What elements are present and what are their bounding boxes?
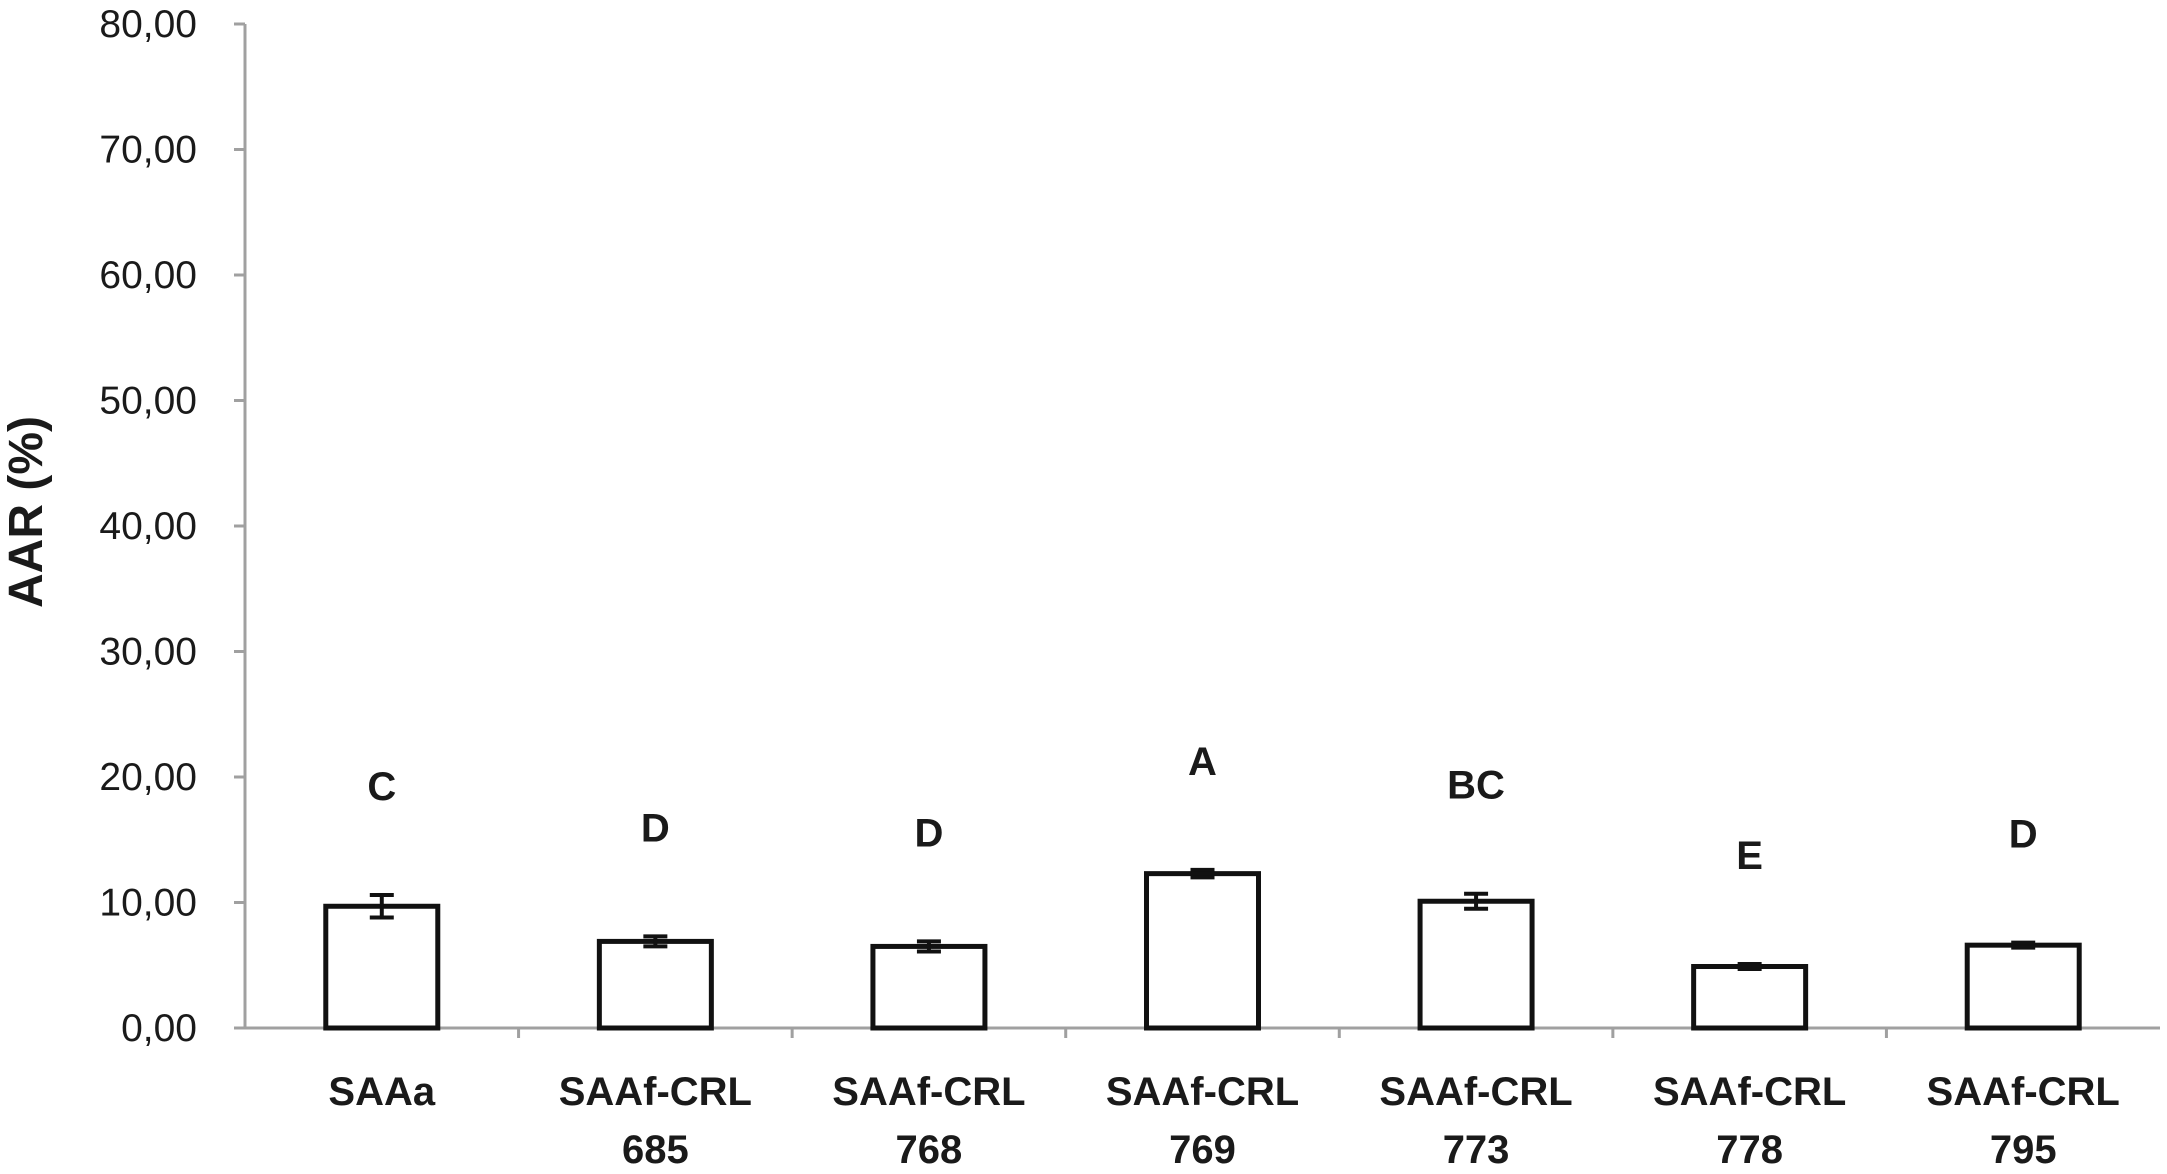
category-label: SAAf-CRL 773 xyxy=(1379,1070,1572,1172)
y-tick-label: 30,00 xyxy=(99,631,197,674)
error-bar xyxy=(1737,961,1762,972)
significance-label: C xyxy=(367,765,396,809)
category-label: SAAf-CRL 768 xyxy=(832,1070,1025,1172)
bar xyxy=(1417,898,1535,1031)
significance-label: A xyxy=(1188,740,1217,784)
significance-label: D xyxy=(914,811,943,855)
significance-label: D xyxy=(641,806,670,850)
error-bar xyxy=(369,892,394,920)
bar xyxy=(596,938,714,1031)
bars xyxy=(323,871,2082,1031)
bar xyxy=(1144,871,1261,1031)
significance-label: D xyxy=(2009,813,2038,857)
y-tick-label: 70,00 xyxy=(99,129,197,172)
y-axis-tick-labels: 0,00 10,00 20,00 30,00 40,00 50,00 60,00 70,00 8… xyxy=(99,3,197,1050)
category-label: SAAa xyxy=(328,1070,435,1114)
y-tick-label: 0,00 xyxy=(121,1007,197,1050)
error-bar xyxy=(2011,940,2036,950)
y-axis-ticks xyxy=(234,22,245,1030)
error-bar xyxy=(643,934,668,949)
category-label: SAAf-CRL 795 xyxy=(1927,1070,2120,1172)
significance-label: BC xyxy=(1447,764,1505,808)
error-bar xyxy=(1464,891,1489,911)
y-tick-label: 10,00 xyxy=(99,882,197,925)
significance-labels: C D D A BC E D xyxy=(367,740,2037,878)
bar xyxy=(870,943,988,1031)
category-label: SAAf-CRL 685 xyxy=(559,1070,752,1172)
y-tick-label: 40,00 xyxy=(99,505,197,548)
category-labels: SAAa SAAf-CRL 685 SAAf-CRL 768 SAAf-CRL 769 SAA… xyxy=(328,1070,2119,1172)
y-tick-label: 80,00 xyxy=(99,3,197,46)
category-label: SAAf-CRL 778 xyxy=(1653,1070,1846,1172)
y-tick-label: 20,00 xyxy=(99,756,197,799)
error-bar xyxy=(916,939,941,954)
y-axis-label: AAR (%) xyxy=(0,416,53,608)
x-axis-ticks xyxy=(517,1028,1888,1038)
y-tick-label: 60,00 xyxy=(99,254,197,297)
category-label: SAAf-CRL 769 xyxy=(1106,1070,1299,1172)
y-tick-label: 50,00 xyxy=(99,380,197,423)
bar xyxy=(1691,964,1809,1031)
bar xyxy=(1964,942,2082,1031)
significance-label: E xyxy=(1736,834,1763,878)
bar xyxy=(323,903,441,1031)
error-bar xyxy=(1190,867,1215,880)
error-bars xyxy=(369,867,2036,972)
